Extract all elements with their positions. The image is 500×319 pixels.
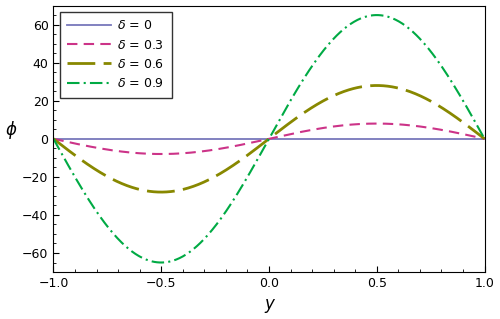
$\delta$ = 0: [307, 137, 313, 141]
$\delta$ = 0.6: [284, 122, 290, 126]
$\delta$ = 0.6: [374, 84, 380, 87]
$\delta$ = 0.6: [473, 130, 479, 134]
$\delta$ = 0.3: [256, 139, 262, 143]
Y-axis label: ϕ: ϕ: [6, 121, 16, 139]
$\delta$ = 0.9: [284, 104, 290, 108]
$\delta$ = 0.3: [158, 152, 164, 156]
$\delta$ = 0: [50, 137, 56, 141]
$\delta$ = 0.9: [258, 150, 264, 154]
Line: $\delta$ = 0.3: $\delta$ = 0.3: [54, 123, 484, 154]
$\delta$ = 0.3: [284, 133, 290, 137]
$\delta$ = 0.3: [374, 122, 380, 125]
$\delta$ = 0: [482, 137, 488, 141]
$\delta$ = 0.6: [50, 137, 56, 141]
$\delta$ = 0.6: [258, 143, 264, 146]
$\delta$ = 0.6: [308, 106, 314, 110]
$\delta$ = 0: [255, 137, 261, 141]
$\delta$ = 0.3: [308, 128, 314, 132]
X-axis label: y: y: [264, 295, 274, 314]
$\delta$ = 0.9: [308, 66, 314, 70]
Legend: $\delta$ = 0, $\delta$ = 0.3, $\delta$ = 0.6, $\delta$ = 0.9: $\delta$ = 0, $\delta$ = 0.3, $\delta$ =…: [60, 12, 172, 98]
$\delta$ = 0: [284, 137, 290, 141]
$\delta$ = 0.3: [258, 138, 264, 142]
$\delta$ = 0: [404, 137, 410, 141]
Line: $\delta$ = 0.9: $\delta$ = 0.9: [54, 15, 484, 263]
$\delta$ = 0.9: [473, 121, 479, 125]
$\delta$ = 0.9: [256, 155, 262, 159]
$\delta$ = 0.6: [482, 137, 488, 141]
Line: $\delta$ = 0.6: $\delta$ = 0.6: [54, 85, 484, 192]
$\delta$ = 0.9: [482, 137, 488, 141]
$\delta$ = 0: [258, 137, 264, 141]
$\delta$ = 0.9: [158, 261, 164, 264]
$\delta$ = 0.9: [50, 137, 56, 141]
$\delta$ = 0.6: [256, 145, 262, 148]
$\delta$ = 0.9: [406, 26, 411, 30]
$\delta$ = 0.6: [406, 89, 411, 93]
$\delta$ = 0.3: [482, 137, 488, 141]
$\delta$ = 0.9: [374, 13, 380, 17]
$\delta$ = 0: [471, 137, 477, 141]
$\delta$ = 0.3: [50, 137, 56, 141]
$\delta$ = 0.3: [473, 135, 479, 139]
$\delta$ = 0.3: [406, 123, 411, 127]
$\delta$ = 0.6: [158, 190, 164, 194]
